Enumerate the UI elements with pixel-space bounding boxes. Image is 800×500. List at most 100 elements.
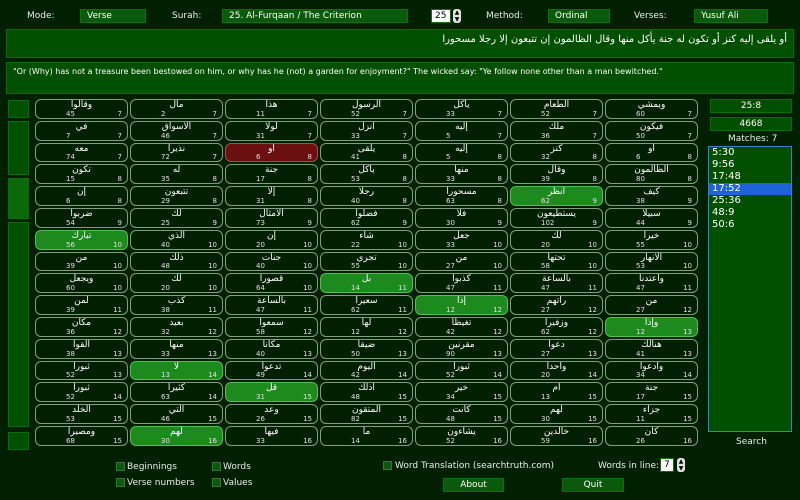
word-cell[interactable]: فضلوا 62 9: [320, 207, 413, 228]
search-button[interactable]: Search: [736, 437, 767, 447]
word-cell[interactable]: دعوا 27 13: [510, 338, 603, 359]
word-cell[interactable]: من 27 10: [415, 251, 508, 272]
word-cell[interactable]: رأتهم 27 12: [510, 295, 603, 315]
word-cell[interactable]: لها 12 12: [320, 316, 413, 337]
word-cell[interactable]: كنز 32 8: [510, 142, 603, 163]
word-cell[interactable]: إن 6 8: [35, 186, 128, 206]
word-cell[interactable]: ويجعل 60 10: [35, 273, 128, 294]
word-cell[interactable]: شاء 22 10: [320, 229, 413, 250]
word-cell[interactable]: لك 20 10: [510, 229, 603, 250]
word-cell[interactable]: يستطيعون 102 9: [510, 207, 603, 228]
match-item[interactable]: 17:48: [712, 171, 741, 182]
word-cell[interactable]: كثيرا 63 14: [130, 382, 223, 403]
match-item[interactable]: 17:52: [709, 183, 791, 195]
word-cell[interactable]: مال 2 7: [130, 99, 223, 119]
word-cell[interactable]: ذلك 48 10: [130, 251, 223, 272]
word-cell[interactable]: جزاء 11 15: [605, 404, 698, 424]
word-cell[interactable]: انزل 33 7: [320, 120, 413, 141]
word-cell[interactable]: جعل 33 10: [415, 229, 508, 250]
word-cell[interactable]: المتقون 82 15: [320, 404, 413, 424]
values-checkbox[interactable]: [212, 478, 221, 487]
word-cell[interactable]: ثبورا 52 14: [415, 360, 508, 381]
word-cell[interactable]: أم 13 15: [510, 382, 603, 403]
match-item[interactable]: 9:56: [712, 159, 735, 170]
word-cell[interactable]: لا 13 14: [130, 360, 223, 381]
word-cell[interactable]: الذي 40 10: [130, 229, 223, 250]
word-cell[interactable]: خالدين 59 16: [510, 425, 603, 446]
word-cell[interactable]: هنالك 41 13: [605, 338, 698, 359]
word-cell[interactable]: يأكل 53 8: [320, 164, 413, 185]
word-cell[interactable]: الرسول 52 7: [320, 99, 413, 119]
word-cell[interactable]: ضربوا 54 9: [35, 207, 128, 228]
word-cell[interactable]: سعيرا 62 11: [320, 295, 413, 315]
word-cell[interactable]: وقالوا 45 7: [35, 99, 128, 119]
word-cell[interactable]: لهم 30 15: [510, 404, 603, 424]
word-cell[interactable]: الخلد 53 15: [35, 404, 128, 424]
word-cell[interactable]: أو 6 8: [225, 142, 318, 163]
word-cell[interactable]: ويمشي 60 7: [605, 99, 698, 119]
word-cell[interactable]: إليه 5 7: [415, 120, 508, 141]
word-cell[interactable]: سمعوا 58 12: [225, 316, 318, 337]
word-cell[interactable]: لهم 30 16: [130, 425, 223, 446]
word-cell[interactable]: لك 20 10: [130, 273, 223, 294]
match-item[interactable]: 25:36: [712, 195, 741, 206]
word-cell[interactable]: هذا 11 7: [225, 99, 318, 119]
word-cell[interactable]: لمن 39 11: [35, 295, 128, 315]
word-cell[interactable]: كذبوا 47 11: [415, 273, 508, 294]
surah-select[interactable]: 25. Al-Furqaan / The Criterion: [222, 9, 408, 23]
word-cell[interactable]: الأمثال 73 9: [225, 207, 318, 228]
word-cell[interactable]: ثبورا 52 14: [35, 382, 128, 403]
word-cell[interactable]: إذا 12 12: [415, 295, 508, 315]
word-cell[interactable]: اليوم 42 14: [320, 360, 413, 381]
beginnings-checkbox[interactable]: [116, 462, 125, 471]
word-cell[interactable]: خيرا 55 10: [605, 229, 698, 250]
word-cell[interactable]: بعيد 32 12: [130, 316, 223, 337]
word-cell[interactable]: ومصيرا 68 15: [35, 425, 128, 446]
word-cell[interactable]: وعد 26 15: [225, 404, 318, 424]
word-cell[interactable]: وادعوا 34 14: [605, 360, 698, 381]
word-translation-checkbox[interactable]: [383, 461, 392, 470]
word-cell[interactable]: منها 33 13: [130, 338, 223, 359]
words-in-line-stepper[interactable]: ▲ ▼: [677, 458, 685, 472]
word-cell[interactable]: انظر 62 9: [510, 186, 603, 206]
word-cell[interactable]: تدعوا 49 14: [225, 360, 318, 381]
verse-numbers-checkbox[interactable]: [116, 478, 125, 487]
word-cell[interactable]: كذب 38 11: [130, 295, 223, 315]
word-cell[interactable]: وأعتدنا 47 11: [605, 273, 698, 294]
mode-select[interactable]: Verse: [80, 9, 146, 23]
word-cell[interactable]: الأنهار 53 10: [605, 251, 698, 272]
word-cell[interactable]: مكانا 40 13: [225, 338, 318, 359]
word-cell[interactable]: قصورا 64 10: [225, 273, 318, 294]
verse-number-input[interactable]: 25: [431, 9, 451, 23]
word-cell[interactable]: خير 34 15: [415, 382, 508, 403]
word-cell[interactable]: جنة 17 15: [605, 382, 698, 403]
word-cell[interactable]: منها 33 8: [415, 164, 508, 185]
word-cell[interactable]: يلقى 41 8: [320, 142, 413, 163]
word-cell[interactable]: ضيقا 50 13: [320, 338, 413, 359]
word-cell[interactable]: كان 26 16: [605, 425, 698, 446]
word-cell[interactable]: سبيلا 44 9: [605, 207, 698, 228]
word-cell[interactable]: أو 6 8: [605, 142, 698, 163]
word-cell[interactable]: يأكل 33 7: [415, 99, 508, 119]
word-cell[interactable]: كانت 48 15: [415, 404, 508, 424]
word-cell[interactable]: نذيرا 72 7: [130, 142, 223, 163]
word-cell[interactable]: في 7 7: [35, 120, 128, 141]
match-item[interactable]: 50:6: [712, 219, 735, 230]
word-cell[interactable]: كيف 38 9: [605, 186, 698, 206]
word-cell[interactable]: أذلك 48 15: [320, 382, 413, 403]
word-cell[interactable]: الأسواق 46 7: [130, 120, 223, 141]
word-cell[interactable]: إن 20 10: [225, 229, 318, 250]
word-cell[interactable]: جنة 17 8: [225, 164, 318, 185]
word-cell[interactable]: لك 25 9: [130, 207, 223, 228]
word-cell[interactable]: مكان 36 12: [35, 316, 128, 337]
word-cell[interactable]: إليه 5 8: [415, 142, 508, 163]
word-cell[interactable]: تحتها 58 10: [510, 251, 603, 272]
word-cell[interactable]: وزفيرا 62 12: [510, 316, 603, 337]
word-cell[interactable]: فيها 33 16: [225, 425, 318, 446]
word-cell[interactable]: تبارك 56 10: [35, 229, 128, 250]
word-cell[interactable]: معه 74 7: [35, 142, 128, 163]
word-cell[interactable]: قل 31 15: [225, 382, 318, 403]
word-cell[interactable]: له 35 8: [130, 164, 223, 185]
quit-button[interactable]: Quit: [562, 478, 624, 492]
word-cell[interactable]: لولا 31 7: [225, 120, 318, 141]
